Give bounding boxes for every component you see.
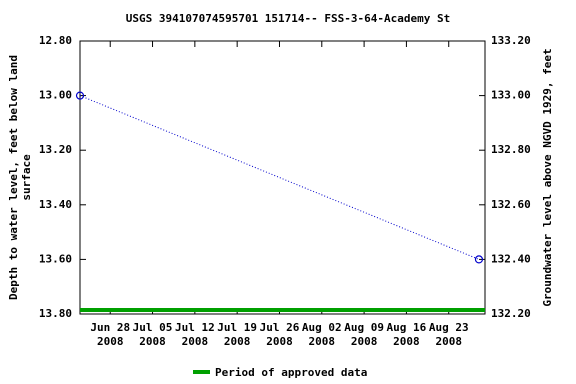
y2-tick-label: 132.40: [491, 252, 531, 265]
x-tick-label: Aug 16 2008: [387, 321, 427, 348]
y2-tick-label: 133.00: [491, 89, 531, 102]
x-tick-label: Jul 19 2008: [217, 321, 257, 348]
chart-title: USGS 394107074595701 151714-- FSS-3-64-A…: [126, 12, 451, 25]
data-point: [474, 255, 484, 264]
y-axis-label: Depth to water level, feet below landsur…: [7, 55, 33, 300]
y2-tick-label: 132.20: [491, 307, 531, 320]
x-tick-label: Jun 28 2008: [90, 321, 130, 348]
x-tick-label: Aug 02 2008: [302, 321, 342, 348]
y-tick-label: 12.80: [39, 34, 72, 47]
x-tick-label: Aug 09 2008: [344, 321, 384, 348]
y-tick-label: 13.20: [39, 143, 72, 156]
y2-tick-label: 132.80: [491, 143, 531, 156]
y-tick-label: 13.00: [39, 89, 72, 102]
x-tick-label: Jul 05 2008: [133, 321, 173, 348]
x-tick-label: Jul 12 2008: [175, 321, 215, 348]
y-tick-label: 13.60: [39, 252, 72, 265]
y2-tick-label: 133.20: [491, 34, 531, 47]
data-point: [75, 91, 85, 100]
y2-tick-label: 132.60: [491, 198, 531, 211]
y-tick-label: 13.40: [39, 198, 72, 211]
approved-period: [80, 308, 485, 312]
y2-axis-label: Groundwater level above NGVD 1929, feet: [541, 48, 554, 306]
x-tick-label: Aug 23 2008: [429, 321, 469, 348]
y-tick-label: 13.80: [39, 307, 72, 320]
legend-label: Period of approved data: [215, 366, 367, 379]
x-tick-label: Jul 26 2008: [260, 321, 300, 348]
series-line: [79, 95, 480, 260]
plot-frame: [79, 40, 486, 315]
